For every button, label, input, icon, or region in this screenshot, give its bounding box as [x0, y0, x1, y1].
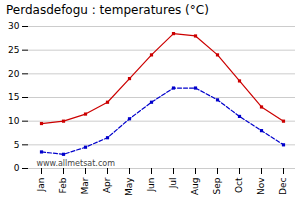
svg-text:30: 30	[8, 21, 20, 31]
svg-text:20: 20	[8, 69, 20, 79]
svg-text:Sep: Sep	[212, 177, 222, 194]
svg-text:25: 25	[8, 45, 19, 55]
svg-text:Jan: Jan	[36, 178, 46, 193]
svg-text:Oct: Oct	[234, 177, 244, 193]
svg-text:0: 0	[14, 163, 20, 173]
svg-text:May: May	[124, 177, 134, 196]
svg-text:Feb: Feb	[58, 177, 68, 193]
html-text:Perdasdefogu : temperatures (°: Perdasdefogu : temperatures (°C)	[6, 3, 209, 17]
svg-text:10: 10	[8, 116, 20, 126]
svg-text:Jul: Jul	[168, 178, 178, 190]
svg-text:www.allmetsat.com: www.allmetsat.com	[37, 159, 116, 168]
svg-text:Apr: Apr	[102, 177, 112, 193]
svg-text:Aug: Aug	[190, 178, 200, 196]
svg-text:5: 5	[14, 140, 20, 150]
svg-text:Jun: Jun	[146, 178, 156, 193]
svg-text:Dec: Dec	[278, 177, 288, 194]
svg-text:Nov: Nov	[256, 177, 266, 195]
svg-text:Mar: Mar	[80, 177, 90, 194]
svg-text:15: 15	[8, 92, 19, 102]
